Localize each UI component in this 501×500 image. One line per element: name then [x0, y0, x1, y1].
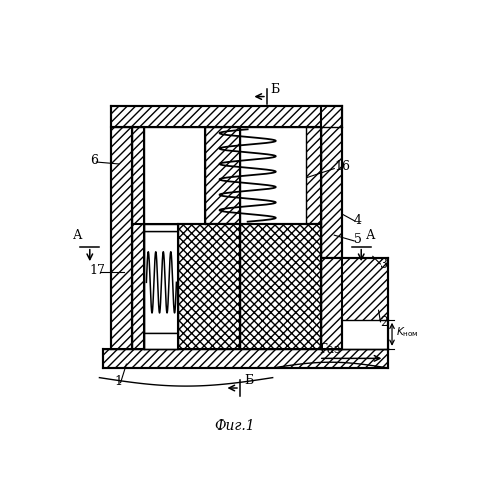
Text: А: А [365, 229, 375, 242]
Bar [103, 349, 387, 368]
Text: 2: 2 [380, 316, 388, 328]
Bar [320, 106, 341, 258]
Bar [132, 128, 320, 349]
Bar [144, 224, 178, 232]
Text: Газ: Газ [318, 342, 340, 355]
Text: 3: 3 [380, 258, 388, 271]
Bar [239, 224, 320, 349]
Text: 5: 5 [353, 233, 361, 246]
Bar [111, 128, 132, 349]
Bar [341, 320, 387, 349]
Text: Б: Б [243, 374, 253, 387]
Bar [320, 258, 387, 349]
Text: Б: Б [270, 82, 280, 96]
Text: $K_{\text{ном}}$: $K_{\text{ном}}$ [395, 326, 418, 340]
Text: 1: 1 [115, 376, 123, 388]
Bar [111, 106, 341, 128]
Text: 6: 6 [90, 154, 98, 167]
Text: Фиг.1: Фиг.1 [213, 418, 254, 432]
Bar [239, 128, 306, 224]
Text: 17: 17 [90, 264, 106, 276]
Bar [205, 128, 239, 224]
Bar [144, 334, 178, 349]
Bar [178, 224, 239, 349]
Text: 16: 16 [334, 160, 350, 172]
Bar [144, 128, 178, 349]
Text: А: А [72, 229, 82, 242]
Text: 4: 4 [353, 214, 361, 226]
Bar [144, 232, 178, 334]
Bar [306, 128, 320, 224]
Bar [132, 128, 144, 349]
